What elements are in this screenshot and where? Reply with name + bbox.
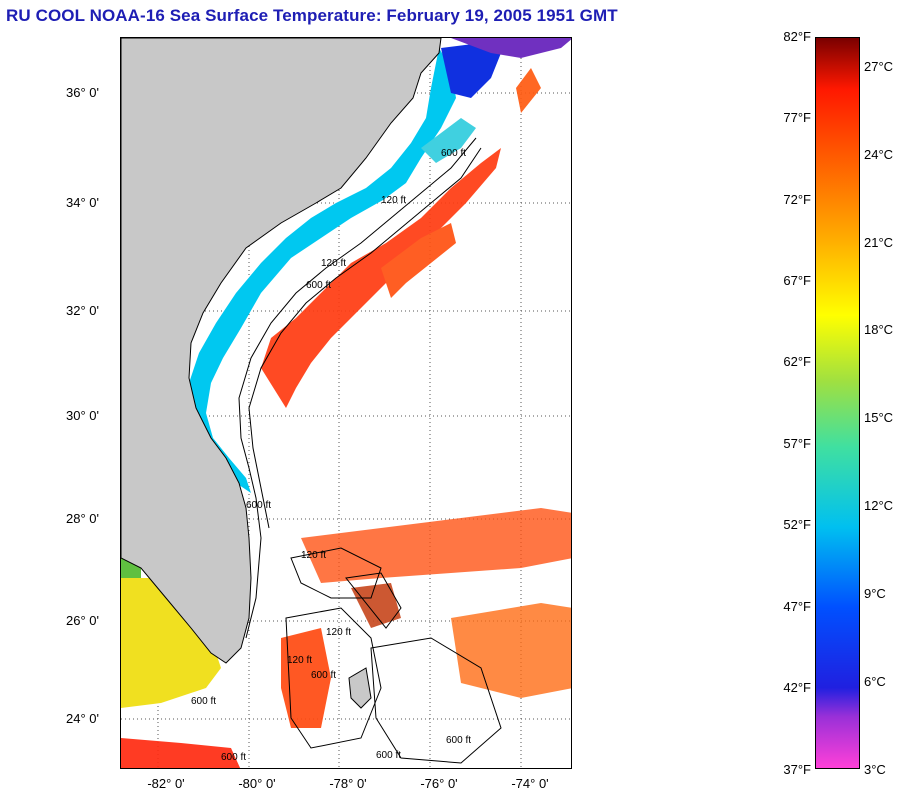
fahrenheit-label: 72°F	[783, 192, 811, 207]
celsius-label: 24°C	[864, 147, 894, 162]
fahrenheit-label: 77°F	[783, 110, 811, 125]
fahrenheit-label: 82°F	[783, 29, 811, 44]
longitude-label: -74° 0'	[511, 776, 549, 791]
celsius-label: 21°C	[864, 235, 894, 250]
contour-label: 600 ft	[306, 280, 331, 291]
fahrenheit-label: 47°F	[783, 599, 811, 614]
contour-label: 120 ft	[381, 195, 406, 206]
latitude-label: 28° 0'	[66, 511, 99, 526]
longitude-label: -82° 0'	[147, 776, 185, 791]
contour-label: 120 ft	[301, 550, 326, 561]
contour-label-group: 120 ft 120 ft 600 ft 600 ft 120 ft 120 f…	[191, 148, 471, 763]
contour-label: 120 ft	[287, 655, 312, 666]
celsius-label: 18°C	[864, 322, 894, 337]
longitude-label: -80° 0'	[238, 776, 276, 791]
celsius-label: 3°C	[864, 762, 886, 777]
celsius-label: 27°C	[864, 59, 894, 74]
latitude-label: 34° 0'	[66, 195, 99, 210]
celsius-label: 15°C	[864, 410, 894, 425]
contour-label: 600 ft	[191, 696, 216, 707]
sst-map-canvas: 120 ft 120 ft 600 ft 600 ft 120 ft 120 f…	[121, 38, 571, 768]
fahrenheit-label: 42°F	[783, 680, 811, 695]
fahrenheit-label: 62°F	[783, 354, 811, 369]
celsius-label: 6°C	[864, 674, 886, 689]
latitude-label: 30° 0'	[66, 408, 99, 423]
latitude-label: 36° 0'	[66, 85, 99, 100]
fahrenheit-label: 37°F	[783, 762, 811, 777]
contour-label: 600 ft	[376, 750, 401, 761]
fahrenheit-label: 52°F	[783, 517, 811, 532]
fahrenheit-label: 67°F	[783, 273, 811, 288]
land	[121, 38, 442, 709]
map-title: RU COOL NOAA-16 Sea Surface Temperature:…	[6, 6, 618, 25]
warm-water-patches	[121, 68, 571, 768]
temperature-color-scale	[815, 37, 860, 769]
contour-label: 120 ft	[326, 627, 351, 638]
latitude-label: 26° 0'	[66, 613, 99, 628]
contour-label: 600 ft	[246, 500, 271, 511]
contour-label: 600 ft	[446, 735, 471, 746]
contour-label: 600 ft	[311, 670, 336, 681]
latitude-label: 24° 0'	[66, 711, 99, 726]
sst-map: 120 ft 120 ft 600 ft 600 ft 120 ft 120 f…	[120, 37, 572, 769]
contour-label: 600 ft	[221, 752, 246, 763]
depth-contours	[238, 137, 502, 764]
celsius-label: 12°C	[864, 498, 894, 513]
contour-label: 120 ft	[321, 258, 346, 269]
latitude-label: 32° 0'	[66, 303, 99, 318]
fahrenheit-label: 57°F	[783, 436, 811, 451]
longitude-label: -76° 0'	[420, 776, 458, 791]
contour-label: 600 ft	[441, 148, 466, 159]
longitude-label: -78° 0'	[329, 776, 367, 791]
celsius-label: 9°C	[864, 586, 886, 601]
